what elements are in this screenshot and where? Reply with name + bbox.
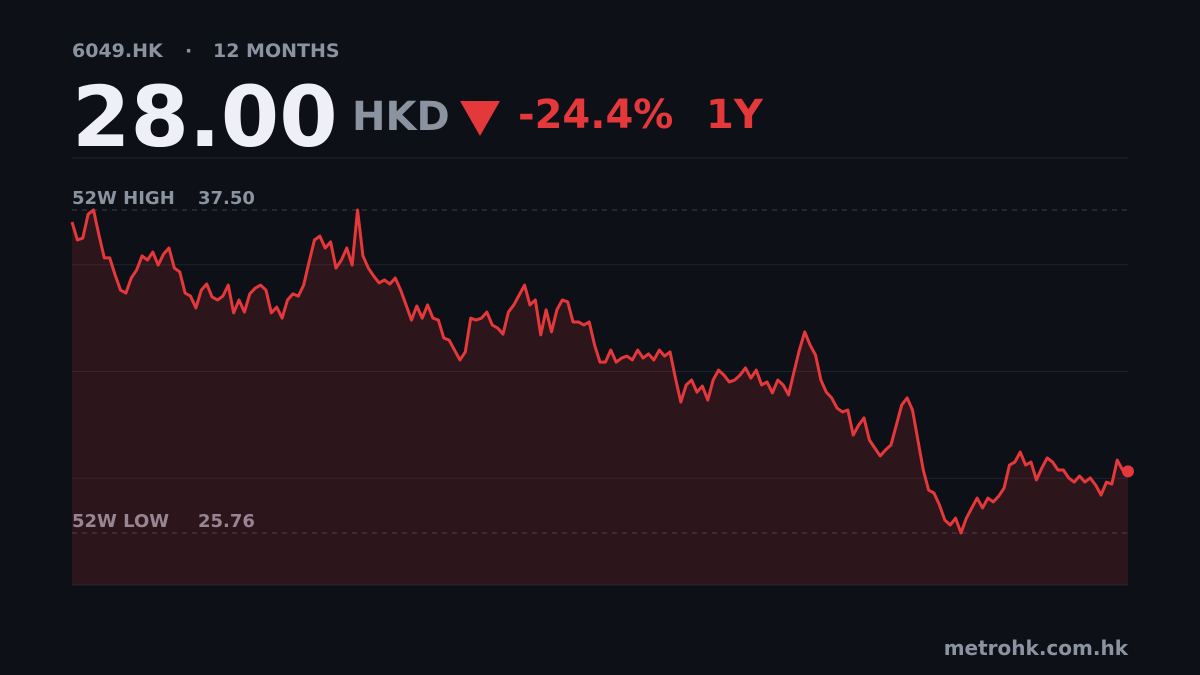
- reference-value: 37.50: [198, 188, 255, 209]
- last-point: [1122, 465, 1134, 478]
- reference-label: 52W HIGH: [72, 188, 175, 209]
- price-line: [70, 208, 1129, 535]
- area-fill: [72, 210, 1128, 585]
- footer: metrohk.com.hk: [944, 636, 1129, 660]
- price: 28.00: [72, 68, 338, 166]
- down-arrow: [460, 101, 500, 136]
- period: 12 MONTHS: [213, 40, 340, 62]
- reference-label: 52W LOW: [72, 511, 169, 532]
- separator: ·: [185, 40, 192, 62]
- change: -24.4%: [518, 92, 673, 138]
- ticker: 6049.HK: [72, 40, 164, 62]
- currency: HKD: [352, 94, 450, 140]
- range: 1Y: [706, 92, 764, 138]
- reference-value: 25.76: [198, 511, 255, 532]
